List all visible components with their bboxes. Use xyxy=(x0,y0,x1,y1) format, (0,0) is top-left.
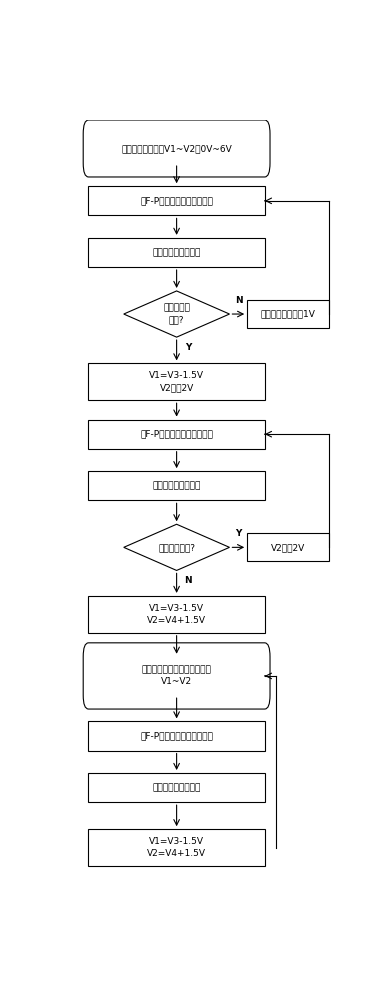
Bar xyxy=(88,596,265,633)
Bar xyxy=(247,533,329,561)
Text: Y: Y xyxy=(185,343,191,352)
Bar xyxy=(88,471,265,500)
Text: 检测到波峰
中心?: 检测到波峰 中心? xyxy=(163,304,190,324)
Text: N: N xyxy=(235,296,243,305)
Text: 对F-P滤波器进行扫描并测量: 对F-P滤波器进行扫描并测量 xyxy=(140,430,213,439)
Text: V2递增2V: V2递增2V xyxy=(271,543,305,552)
Text: V1=V3-1.5V
V2=V4+1.5V: V1=V3-1.5V V2=V4+1.5V xyxy=(147,837,206,858)
Bar xyxy=(247,300,329,328)
Bar xyxy=(88,721,265,751)
Bar xyxy=(88,238,265,267)
Text: 扫描电压范围递增1V: 扫描电压范围递增1V xyxy=(261,310,316,319)
Text: V1=V3-1.5V
V2递增2V: V1=V3-1.5V V2递增2V xyxy=(149,371,204,392)
Text: Y: Y xyxy=(235,529,242,538)
Text: 读取自动设置的扫描电压范围
V1~V2: 读取自动设置的扫描电压范围 V1~V2 xyxy=(142,666,211,686)
Text: 对F-P滤波器进行扫描并测量: 对F-P滤波器进行扫描并测量 xyxy=(140,732,213,740)
Polygon shape xyxy=(124,291,230,337)
Polygon shape xyxy=(124,524,230,570)
Text: 对F-P滤波器进行扫描并测量: 对F-P滤波器进行扫描并测量 xyxy=(140,196,213,205)
Text: 计算标准具波长中心: 计算标准具波长中心 xyxy=(152,783,201,792)
Bar xyxy=(88,420,265,449)
Bar xyxy=(88,186,265,215)
Text: 计算标准具波长中心: 计算标准具波长中心 xyxy=(152,248,201,257)
Bar xyxy=(88,363,265,400)
Text: V1=V3-1.5V
V2=V4+1.5V: V1=V3-1.5V V2=V4+1.5V xyxy=(147,604,206,625)
Text: 波峰数目增加?: 波峰数目增加? xyxy=(158,543,195,552)
FancyBboxPatch shape xyxy=(83,643,270,709)
Text: 设置扫描电压范围V1~V2为0V~6V: 设置扫描电压范围V1~V2为0V~6V xyxy=(121,144,232,153)
Bar xyxy=(88,829,265,866)
Bar xyxy=(88,773,265,802)
Text: N: N xyxy=(185,576,192,585)
FancyBboxPatch shape xyxy=(83,120,270,177)
Text: 计算标准具波长中心: 计算标准具波长中心 xyxy=(152,481,201,490)
